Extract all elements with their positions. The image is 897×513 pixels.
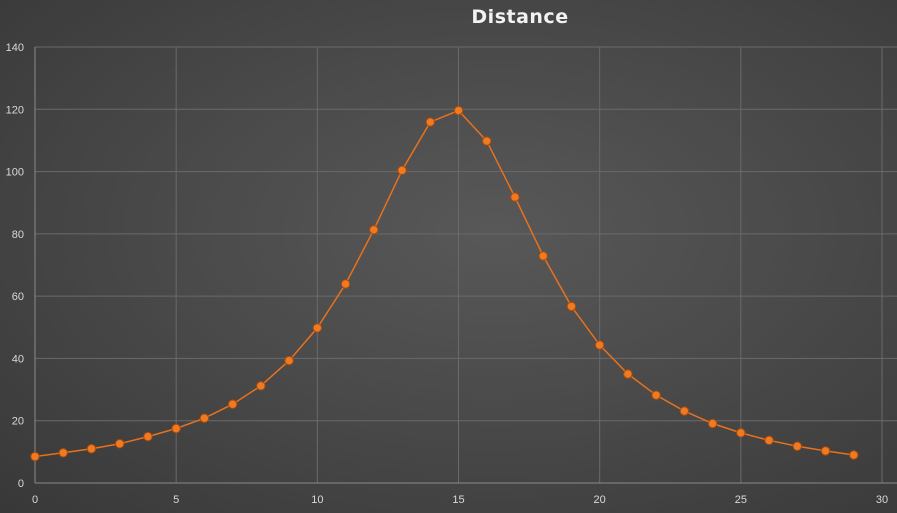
data-point-25: [736, 428, 746, 438]
x-tick-label-15: 15: [452, 494, 464, 506]
chart-title: Distance: [471, 6, 569, 28]
data-point-20: [594, 340, 605, 350]
data-point-26: [764, 435, 774, 446]
data-point-4: [143, 431, 153, 442]
x-tick-label-20: 20: [594, 494, 606, 506]
y-tick-label-20: 20: [12, 416, 24, 428]
data-point-2: [86, 444, 97, 454]
data-point-18: [538, 251, 548, 261]
data-point-27: [792, 441, 802, 451]
data-point-7: [227, 399, 238, 409]
y-tick-label-140: 140: [6, 42, 24, 54]
data-point-19: [566, 301, 577, 312]
x-tick-label-10: 10: [311, 494, 323, 506]
x-tick-label-5: 5: [173, 494, 179, 506]
x-tick-label-25: 25: [735, 494, 747, 506]
y-tick-label-60: 60: [12, 291, 24, 303]
data-point-22: [651, 390, 661, 400]
series-line-0: [34, 109, 854, 458]
y-tick-label-80: 80: [12, 229, 24, 241]
data-point-24: [707, 418, 718, 429]
data-point-0: [30, 451, 40, 462]
y-tick-label-0: 0: [18, 478, 24, 490]
data-point-10: [312, 323, 323, 333]
y-tick-label-40: 40: [12, 353, 24, 365]
y-tick-label-100: 100: [6, 167, 24, 179]
data-point-15: [453, 105, 464, 116]
x-tick-label-30: 30: [876, 494, 888, 506]
data-point-6: [199, 413, 210, 423]
data-point-17: [510, 192, 520, 202]
data-point-1: [58, 448, 68, 458]
data-point-28: [820, 446, 831, 456]
y-tick-label-120: 120: [6, 104, 24, 116]
data-point-11: [340, 279, 351, 289]
data-point-9: [284, 355, 294, 366]
data-point-3: [115, 439, 125, 449]
data-point-16: [482, 136, 492, 146]
data-point-29: [849, 450, 859, 460]
data-point-13: [397, 165, 407, 176]
data-point-21: [623, 369, 633, 379]
x-tick-label-0: 0: [32, 494, 38, 506]
data-point-5: [171, 423, 181, 434]
data-point-12: [369, 225, 379, 235]
data-point-8: [256, 381, 266, 391]
data-point-23: [679, 406, 690, 416]
data-point-14: [425, 117, 435, 127]
